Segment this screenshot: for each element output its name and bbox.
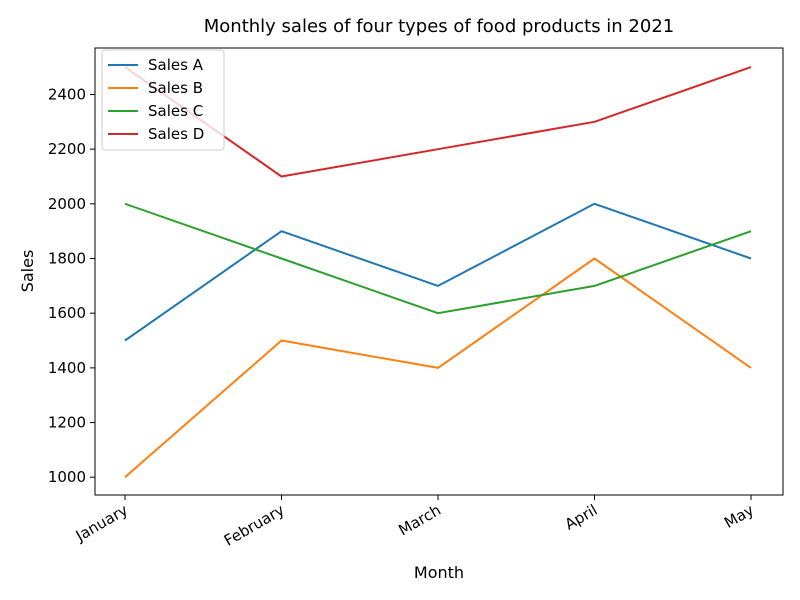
y-tick-label: 2200 bbox=[48, 140, 86, 158]
y-tick-label: 1000 bbox=[48, 468, 86, 486]
plot-frame bbox=[94, 47, 784, 496]
legend: Sales A Sales B Sales C Sales D bbox=[101, 49, 225, 151]
x-tick-label: May bbox=[721, 501, 757, 532]
y-tick-label: 1400 bbox=[48, 359, 86, 377]
x-axis: January February March April May bbox=[72, 495, 757, 550]
series-line-sales-c bbox=[124, 202, 752, 315]
y-tick-label: 2000 bbox=[48, 195, 86, 213]
legend-label: Sales B bbox=[148, 79, 203, 97]
y-tick-label: 1600 bbox=[48, 304, 86, 322]
y-tick-label: 1200 bbox=[48, 414, 86, 432]
chart-title: Monthly sales of four types of food prod… bbox=[204, 16, 675, 37]
y-tick-label: 2400 bbox=[48, 85, 86, 103]
x-tick-label: March bbox=[395, 501, 444, 539]
legend-label: Sales A bbox=[148, 56, 204, 74]
x-tick-label: January bbox=[72, 501, 131, 546]
y-tick-label: 1800 bbox=[48, 250, 86, 268]
series-line-sales-d bbox=[124, 66, 752, 178]
x-tick-label: April bbox=[562, 501, 601, 534]
legend-label: Sales D bbox=[148, 125, 204, 143]
legend-label: Sales C bbox=[148, 102, 203, 120]
y-axis: 1000 1200 1400 1600 1800 2000 2200 2400 bbox=[48, 85, 95, 486]
series-line-sales-b bbox=[124, 257, 752, 478]
legend-box bbox=[101, 49, 225, 151]
series-line-sales-a bbox=[124, 202, 752, 342]
x-tick-label: February bbox=[221, 501, 288, 550]
x-axis-title: Month bbox=[414, 563, 464, 582]
y-axis-title: Sales bbox=[18, 250, 37, 293]
series-lines bbox=[124, 66, 752, 478]
